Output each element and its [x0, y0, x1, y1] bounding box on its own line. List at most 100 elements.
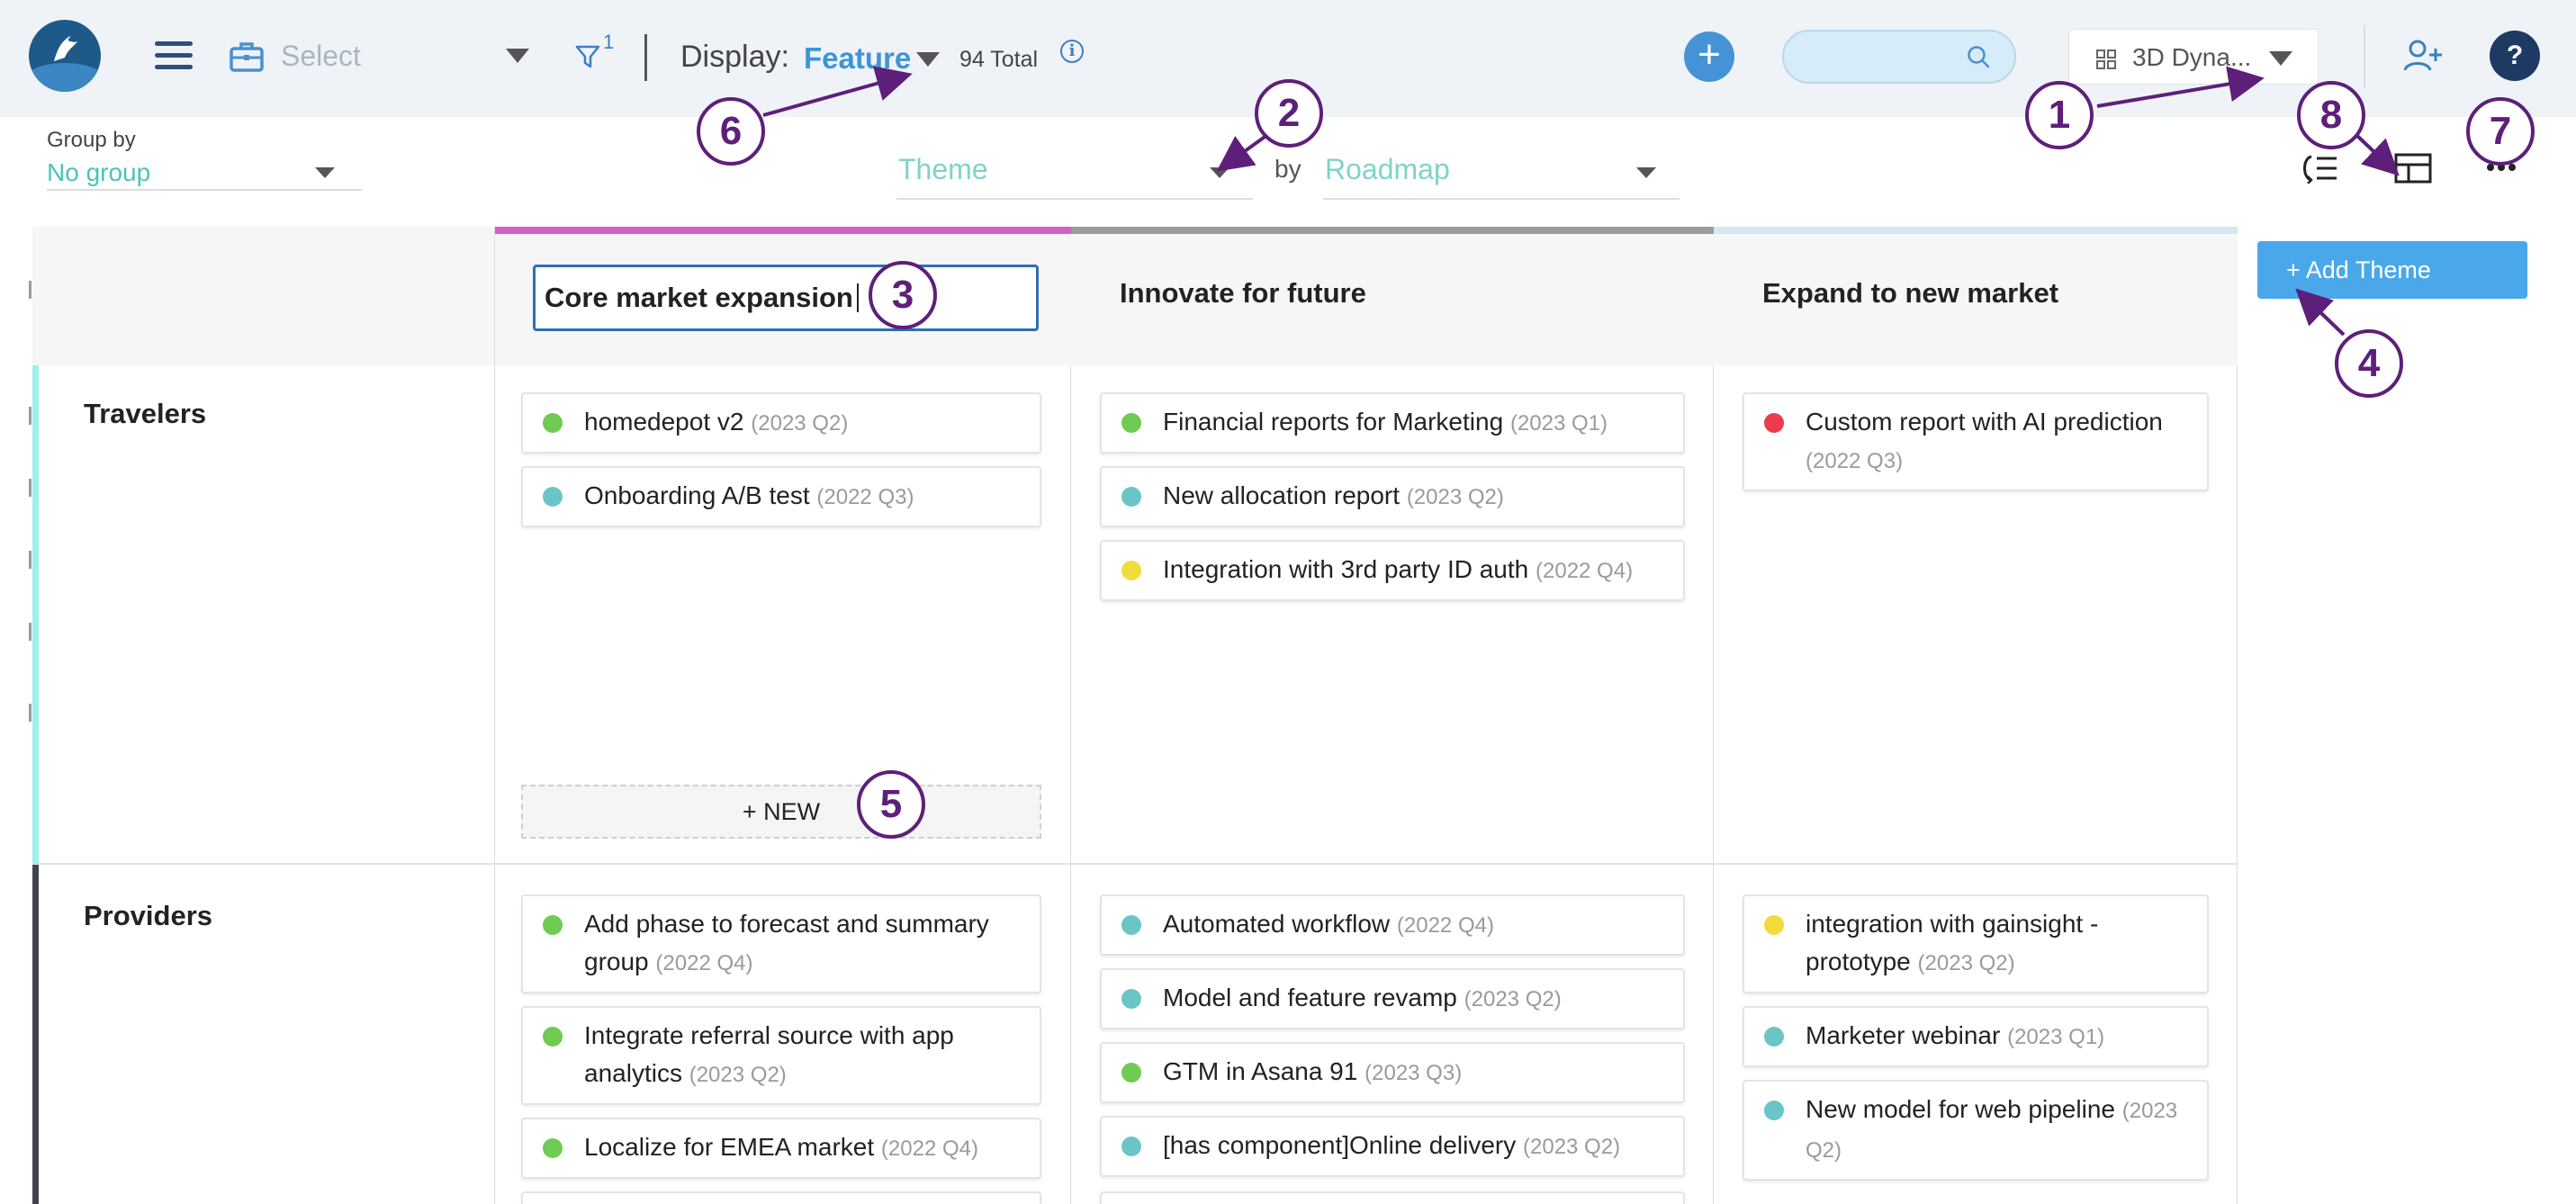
feature-card[interactable]: [has component]Online delivery (2023 Q2) [1100, 1116, 1685, 1177]
row-marker [29, 623, 32, 641]
status-dot [1121, 915, 1141, 935]
lane-title[interactable]: Travelers [84, 398, 207, 429]
annotation-marker: 7 [2466, 97, 2535, 166]
feature-name: GTM in Asana 91 [1163, 1057, 1358, 1085]
status-dot [1764, 413, 1784, 433]
feature-quarter: (2022 Q4) [880, 1137, 978, 1161]
logo-wave [29, 63, 101, 92]
lane-divider [32, 863, 2238, 865]
column-color-bar [495, 227, 1071, 234]
filter-icon[interactable] [574, 43, 601, 70]
feature-card[interactable]: Model and feature revamp (2023 Q2) [1100, 968, 1685, 1029]
feature-card[interactable]: integration with gainsight - prototype (… [1743, 894, 2209, 993]
feature-name: Financial reports for Marketing [1163, 408, 1504, 436]
collapse-list-icon[interactable] [2299, 153, 2338, 184]
feature-name: Onboarding A/B test [584, 481, 810, 509]
feature-name: Custom report with AI prediction [1806, 408, 2163, 436]
column-color-bar [1071, 227, 1714, 234]
column-title[interactable]: Expand to new market [1762, 277, 2059, 309]
status-dot [1121, 989, 1141, 1009]
feature-card[interactable] [1100, 1191, 1685, 1204]
feature-card[interactable]: Onboarding A/B test (2022 Q3) [521, 466, 1041, 527]
feature-name: Automated workflow [1163, 910, 1391, 938]
feature-name: Integrate referral source with app analy… [584, 1021, 954, 1087]
feature-name: integration with gainsight - prototype [1806, 910, 2099, 975]
add-theme-button[interactable]: + Add Theme [2257, 241, 2527, 299]
search-icon[interactable] [1966, 44, 1991, 69]
group-by-value: No group [47, 158, 151, 186]
display-type-caret-icon[interactable] [916, 52, 940, 67]
chevron-down-icon [1210, 167, 1229, 178]
status-dot [1121, 1137, 1141, 1156]
feature-quarter: (2022 Q4) [655, 951, 753, 975]
hamburger-menu-icon[interactable] [155, 41, 193, 72]
column-color-bar [1714, 227, 2238, 234]
feature-quarter: (2023 Q1) [1509, 411, 1608, 436]
status-dot [543, 1138, 563, 1158]
product-select-caret-icon[interactable] [506, 49, 529, 63]
lane-color-bar [32, 865, 39, 1204]
feature-card[interactable]: Localize for EMEA market (2022 Q4) [521, 1118, 1041, 1179]
feature-card[interactable]: Marketer webinar (2023 Q1) [1743, 1006, 2209, 1067]
group-by-dropdown[interactable]: No group [47, 158, 362, 191]
feature-card[interactable]: homedepot v2 (2023 Q2) [521, 392, 1041, 454]
annotation-marker: 6 [697, 97, 765, 166]
lane-field-value: Roadmap [1325, 153, 1450, 185]
feature-card[interactable]: New model for web pipeline (2023 Q2) [1743, 1080, 2209, 1181]
feature-name: Marketer webinar [1806, 1021, 2001, 1049]
feature-card[interactable]: New allocation report (2023 Q2) [1100, 466, 1685, 527]
search-input[interactable] [1802, 42, 1955, 73]
feature-card[interactable]: Add phase to forecast and summary group … [521, 894, 1041, 993]
new-feature-button[interactable]: + NEW [521, 785, 1041, 839]
add-item-button[interactable]: + [1684, 31, 1734, 82]
status-dot [1121, 487, 1141, 507]
info-icon[interactable]: i [1060, 40, 1084, 63]
feature-name: homedepot v2 [584, 408, 744, 436]
feature-quarter: (2023 Q2) [1806, 1099, 2178, 1163]
feature-quarter: (2023 Q2) [751, 411, 849, 436]
app-logo[interactable] [29, 20, 101, 92]
feature-name: Localize for EMEA market [584, 1133, 875, 1161]
workspace-name: 3D Dyna... [2132, 43, 2252, 71]
column-title-edit-field[interactable]: Core market expansion [533, 265, 1039, 331]
lane-title[interactable]: Providers [84, 900, 213, 931]
feature-card[interactable]: Integrate referral source with app analy… [521, 1006, 1041, 1105]
status-dot [1764, 1101, 1784, 1120]
feature-card[interactable]: Custom report with AI prediction (2022 Q… [1743, 392, 2209, 491]
search-box[interactable] [1782, 30, 2016, 84]
feature-card[interactable]: Financial reports for Marketing (2023 Q1… [1100, 392, 1685, 454]
product-select-label[interactable]: Select [281, 40, 361, 72]
help-icon[interactable]: ? [2490, 31, 2540, 81]
feature-name: New allocation report [1163, 481, 1401, 509]
toolbar-divider [644, 34, 647, 81]
more-icon[interactable] [2486, 162, 2517, 173]
status-dot [1121, 1063, 1141, 1083]
annotation-marker: 2 [1255, 79, 1323, 148]
status-dot [543, 413, 563, 433]
feature-card[interactable]: Integration with 3rd party ID auth (2022… [1100, 540, 1685, 601]
feature-card[interactable] [521, 1191, 1041, 1204]
feature-quarter: (2022 Q3) [816, 485, 914, 509]
feature-card[interactable]: GTM in Asana 91 (2023 Q3) [1100, 1042, 1685, 1103]
total-count: 94 Total [959, 47, 1039, 72]
column-field-dropdown[interactable]: Theme [896, 149, 1253, 200]
table-layout-icon[interactable] [2394, 153, 2432, 184]
feature-quarter: (2023 Q1) [2007, 1025, 2105, 1049]
feature-quarter: (2023 Q2) [689, 1063, 787, 1087]
feature-quarter: (2023 Q2) [1917, 951, 2015, 975]
feature-quarter: (2023 Q3) [1365, 1061, 1463, 1085]
feature-name: Integration with 3rd party ID auth [1163, 555, 1529, 583]
feature-name: New model for web pipeline [1806, 1095, 2115, 1123]
lane-field-dropdown[interactable]: Roadmap [1323, 149, 1680, 200]
column-title[interactable]: Innovate for future [1120, 277, 1366, 309]
feature-card[interactable]: Automated workflow (2022 Q4) [1100, 894, 1685, 956]
annotation-marker: 3 [869, 261, 937, 329]
add-user-icon[interactable] [2403, 38, 2443, 74]
display-type-dropdown[interactable]: Feature [804, 41, 912, 75]
workspace-selector[interactable]: 3D Dyna... [2068, 29, 2319, 85]
row-marker [29, 407, 32, 425]
column-divider [1070, 365, 1071, 1204]
display-label: Display: [680, 40, 789, 74]
feature-quarter: (2022 Q4) [1536, 559, 1634, 583]
annotation-marker: 1 [2025, 81, 2094, 149]
